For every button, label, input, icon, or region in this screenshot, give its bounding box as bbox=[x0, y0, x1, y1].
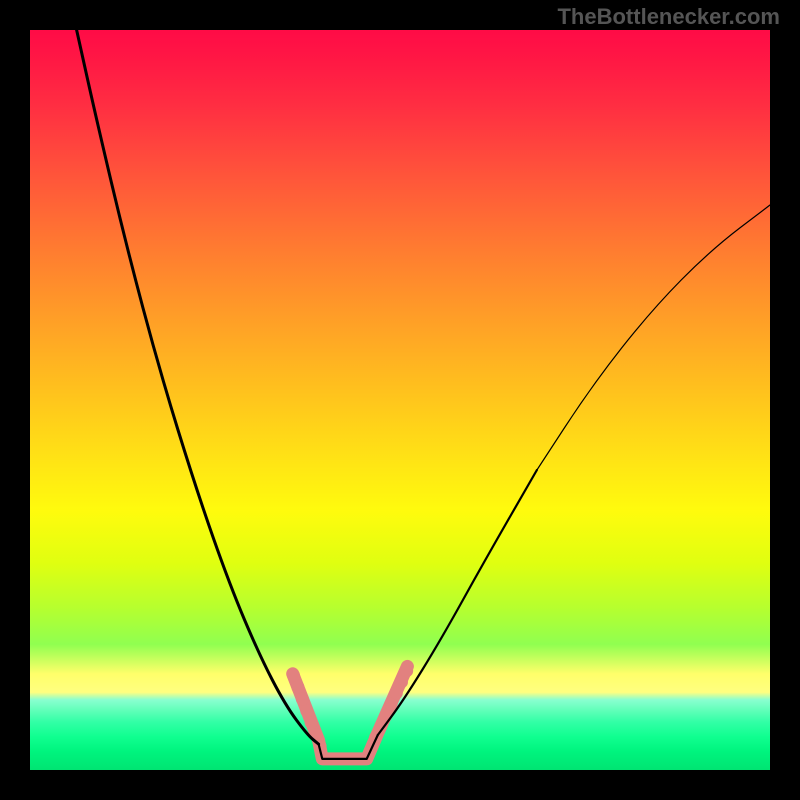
highlight-dot bbox=[379, 709, 392, 722]
highlight-dot bbox=[390, 687, 403, 700]
highlight-dot bbox=[291, 681, 304, 694]
bottleneck-chart-svg bbox=[0, 0, 800, 800]
highlight-dot bbox=[395, 675, 408, 688]
highlight-dot bbox=[305, 716, 318, 729]
highlight-dot bbox=[287, 669, 300, 682]
highlight-dot bbox=[296, 692, 309, 705]
highlight-dot bbox=[400, 664, 413, 677]
plot-background bbox=[30, 30, 770, 770]
highlight-dot bbox=[300, 704, 313, 717]
chart-stage: TheBottlenecker.com bbox=[0, 0, 800, 800]
highlight-dot bbox=[385, 698, 398, 711]
